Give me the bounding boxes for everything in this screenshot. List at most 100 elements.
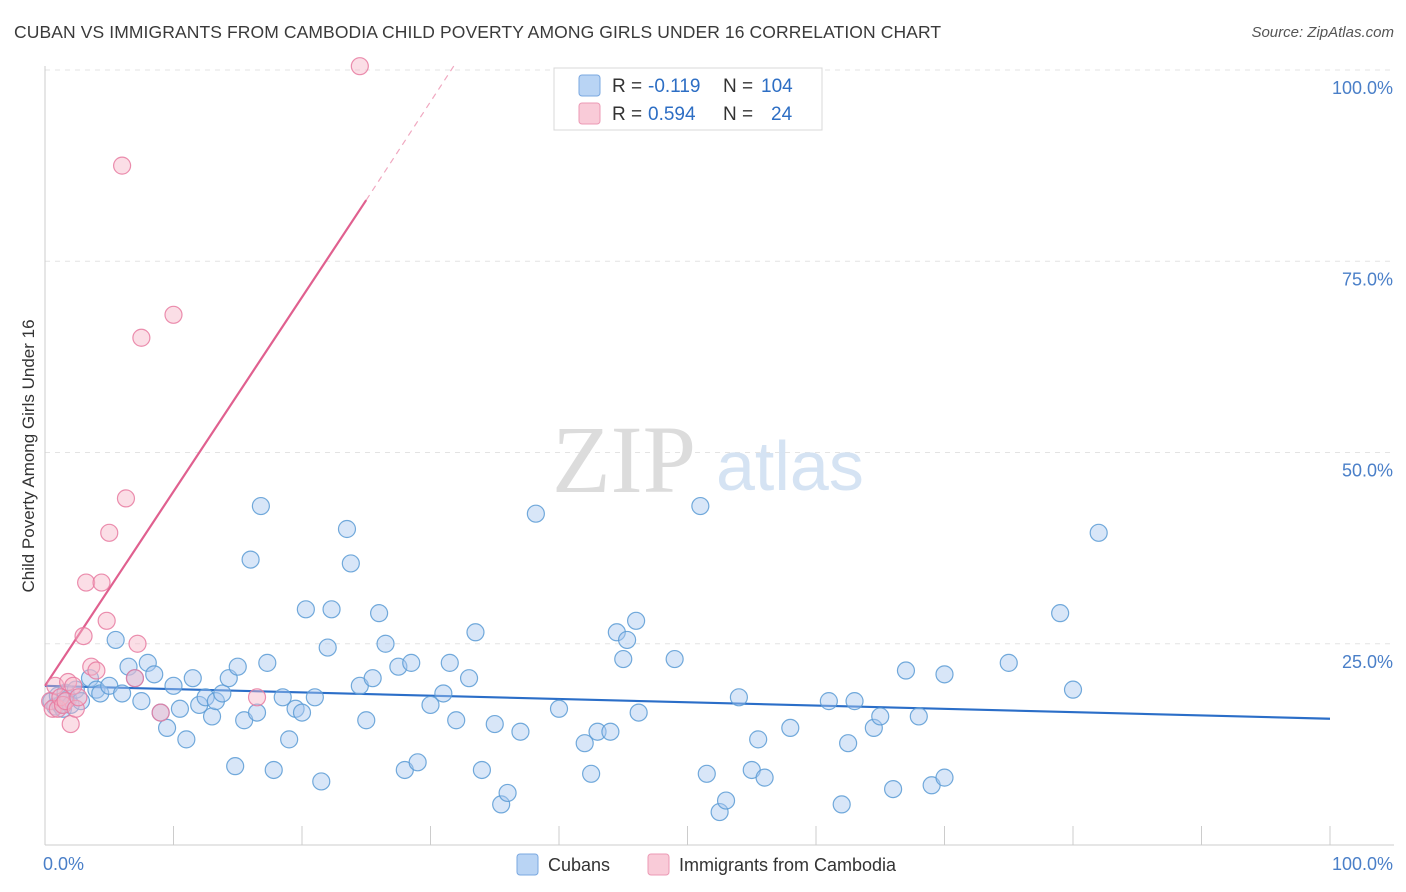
- point-cambodia-18: [100, 523, 119, 542]
- point-cubans-101: [909, 707, 928, 726]
- point-cambodia-15: [87, 661, 106, 680]
- point-cubans-41: [273, 688, 292, 707]
- point-cubans-83: [665, 649, 684, 669]
- watermark-atlas: atlas: [716, 427, 864, 505]
- point-cubans-23: [164, 676, 183, 695]
- legend-r-label-cubans: R =: [612, 76, 642, 97]
- point-cubans-76: [588, 722, 607, 741]
- y-tick-label-0: 100.0%: [1332, 78, 1393, 98]
- point-cubans-87: [716, 791, 736, 810]
- point-cubans-106: [1051, 604, 1070, 623]
- trend-line-cambodia: [44, 199, 368, 687]
- legend-box: R = -0.119 N = 104 R = 0.594 N = 24: [553, 67, 823, 131]
- point-cambodia-23: [132, 328, 151, 347]
- point-cubans-79: [614, 649, 633, 669]
- point-cubans-96: [845, 692, 864, 711]
- point-cubans-94: [832, 795, 851, 814]
- point-cubans-34: [228, 657, 247, 676]
- point-cubans-66: [466, 623, 485, 642]
- point-cubans-67: [472, 760, 491, 780]
- point-cubans-49: [322, 600, 341, 619]
- legend-n-value-cubans: 104: [761, 76, 793, 97]
- y-tick-label-2: 50.0%: [1342, 461, 1393, 481]
- point-cubans-54: [363, 669, 382, 688]
- point-cubans-40: [264, 760, 283, 780]
- point-cubans-56: [376, 634, 395, 653]
- point-cubans-81: [626, 611, 646, 630]
- legend-r-label-cambodia: R =: [612, 104, 642, 125]
- point-cubans-48: [318, 638, 337, 657]
- point-cubans-50: [337, 519, 357, 539]
- point-cubans-78: [607, 623, 626, 642]
- point-cubans-61: [421, 695, 440, 715]
- point-cubans-92: [781, 718, 800, 738]
- point-cubans-14: [106, 630, 125, 650]
- bottom-legend-swatch-cambodia: [647, 853, 670, 876]
- point-cubans-72: [526, 504, 545, 523]
- axes: [44, 66, 1394, 846]
- point-cubans-33: [226, 757, 245, 776]
- bottom-legend-label-cambodia: Immigrants from Cambodia: [679, 855, 897, 875]
- trend-line-cubans: [44, 684, 1331, 720]
- legend-n-value-cambodia: 24: [771, 104, 793, 125]
- point-cubans-103: [935, 768, 954, 787]
- point-cubans-47: [312, 772, 331, 791]
- legend-swatch-cambodia: [578, 102, 601, 125]
- point-cubans-46: [305, 688, 324, 707]
- point-cambodia-9: [64, 676, 83, 695]
- legend-n-label-cubans: N =: [723, 76, 753, 97]
- point-cambodia-22: [128, 634, 147, 653]
- point-cubans-65: [459, 669, 479, 688]
- y-tick-label-3: 25.0%: [1342, 652, 1393, 672]
- point-cambodia-10: [66, 699, 85, 718]
- point-cubans-75: [582, 764, 601, 783]
- point-cubans-42: [280, 730, 299, 749]
- point-cubans-86: [710, 802, 729, 822]
- point-cubans-68: [485, 714, 504, 734]
- point-cubans-26: [183, 669, 202, 688]
- bottom-legend-swatch-cubans: [516, 853, 539, 876]
- point-cubans-70: [498, 783, 517, 803]
- point-cubans-59: [402, 653, 421, 672]
- point-cubans-84: [691, 496, 710, 516]
- point-cubans-16: [119, 657, 138, 676]
- legend-swatch-cubans: [578, 74, 601, 97]
- point-cambodia-27: [350, 57, 369, 76]
- point-cubans-95: [839, 734, 858, 753]
- point-cambodia-16: [92, 573, 111, 592]
- point-cambodia-21: [125, 669, 145, 688]
- point-cubans-24: [170, 699, 190, 718]
- point-cubans-71: [511, 722, 530, 741]
- point-cubans-105: [999, 653, 1018, 672]
- x-tick-label-0: 0.0%: [43, 854, 84, 874]
- trend-lines: [44, 62, 1331, 720]
- point-cubans-29: [202, 707, 222, 726]
- point-cubans-98: [871, 707, 890, 726]
- point-cambodia-12: [74, 626, 93, 646]
- point-cubans-53: [357, 711, 376, 730]
- point-cubans-31: [213, 684, 232, 703]
- point-cubans-93: [819, 692, 838, 711]
- legend-r-value-cambodia: 0.594: [648, 104, 696, 125]
- point-cubans-18: [132, 692, 151, 711]
- point-cubans-91: [755, 768, 774, 787]
- point-cambodia-8: [61, 714, 80, 734]
- point-cubans-25: [177, 730, 196, 749]
- point-cambodia-20: [116, 489, 136, 508]
- point-cubans-64: [447, 711, 466, 730]
- point-cubans-44: [292, 703, 312, 722]
- point-cubans-39: [258, 653, 277, 672]
- watermark-zip: ZIP: [552, 406, 696, 513]
- point-cubans-80: [618, 630, 637, 650]
- point-cubans-85: [697, 764, 716, 783]
- point-cubans-55: [370, 604, 389, 623]
- point-cubans-62: [434, 684, 453, 703]
- data-points: [41, 57, 1108, 822]
- point-cubans-77: [601, 722, 620, 741]
- source-label: Source: ZipAtlas.com: [1251, 24, 1394, 41]
- bottom-legend-label-cubans: Cubans: [548, 855, 610, 875]
- point-cubans-22: [157, 718, 177, 738]
- point-cubans-99: [883, 779, 903, 799]
- chart-title: CUBAN VS IMMIGRANTS FROM CAMBODIA CHILD …: [14, 22, 942, 42]
